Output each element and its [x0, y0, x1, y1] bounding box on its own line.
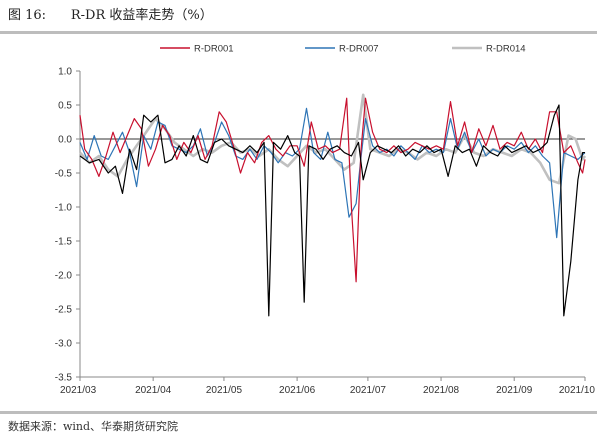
- y-tick-label: 0.5: [58, 101, 72, 112]
- series-line-unlabeled: [79, 104, 585, 317]
- series-layer: [79, 93, 587, 317]
- series-line-r-dr007: [79, 107, 586, 239]
- line-chart: R-DR001 R-DR007 R-DR014 1.0 0.5 0.0 -0.5 -1.0 -…: [55, 44, 596, 397]
- x-tick-label: 2021/03: [60, 385, 97, 396]
- top-rule: [0, 31, 597, 34]
- y-tick-label: -1.0: [55, 203, 73, 214]
- chart-legend: R-DR001 R-DR007 R-DR014: [160, 44, 526, 55]
- legend-label: R-DR007: [339, 44, 379, 55]
- y-tick-label: 1.0: [58, 67, 72, 78]
- y-tick-label: -3.0: [55, 339, 73, 350]
- x-tick-label: 2021/04: [135, 385, 172, 396]
- y-tick-label: 0.0: [58, 135, 72, 146]
- x-axis: 2021/03 2021/04 2021/05 2021/06 2021/07 2021/…: [60, 376, 596, 396]
- x-tick-label: 2021/10: [559, 385, 596, 396]
- y-tick-label: -0.5: [55, 169, 73, 180]
- bottom-rule: [0, 411, 597, 414]
- x-tick-label: 2021/06: [279, 385, 316, 396]
- series-line-r-dr001: [79, 97, 586, 283]
- y-axis: 1.0 0.5 0.0 -0.5 -1.0 -1.5 -2.0 -2.5 -3.0 -3.5: [55, 67, 81, 384]
- y-tick-label: -3.5: [55, 373, 73, 384]
- figure-source: 数据来源：wind、华泰期货研究院: [8, 420, 179, 433]
- x-tick-label: 2021/07: [350, 385, 387, 396]
- figure-title: 图 16: R-DR 收益率走势（%）: [8, 8, 213, 23]
- x-tick-label: 2021/05: [206, 385, 243, 396]
- legend-label: R-DR001: [194, 44, 234, 55]
- y-tick-label: -2.0: [55, 271, 73, 282]
- y-tick-label: -2.5: [55, 305, 73, 316]
- y-tick-label: -1.5: [55, 237, 73, 248]
- x-tick-label: 2021/09: [496, 385, 533, 396]
- x-tick-label: 2021/08: [423, 385, 460, 396]
- legend-label: R-DR014: [486, 44, 526, 55]
